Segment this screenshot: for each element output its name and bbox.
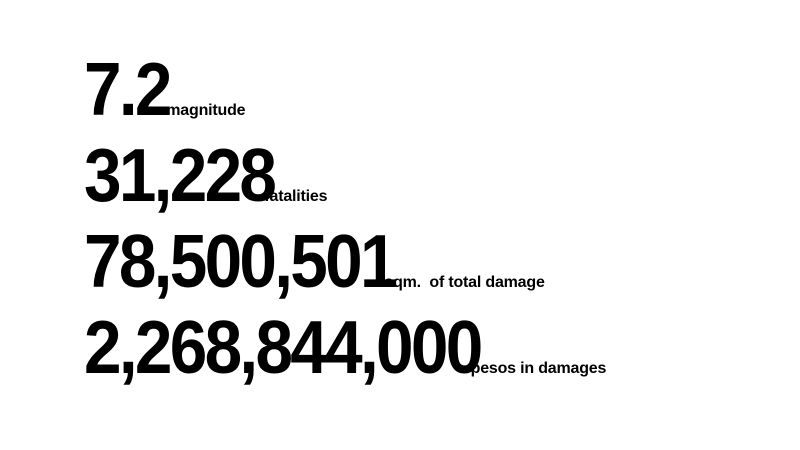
stat-value-magnitude: 7.2 xyxy=(84,47,172,131)
stat-label-pesos-damages: pesos in damages xyxy=(470,360,607,377)
stat-label-total-damage-area: sqm. of total damage xyxy=(384,274,545,291)
stat-value-total-damage-area: 78,500,501 xyxy=(84,219,398,303)
stat-row-magnitude: 7.2 magnitude xyxy=(84,52,784,138)
statistics-list: 7.2 magnitude 31,228 fatalities 78,500,5… xyxy=(84,52,784,396)
stat-value-pesos-damages: 2,268,844,000 xyxy=(84,305,483,389)
stat-value-fatalities: 31,228 xyxy=(84,133,277,217)
stat-row-pesos-damages: 2,268,844,000 pesos in damages xyxy=(84,310,784,396)
stat-label-magnitude: magnitude xyxy=(166,102,246,119)
stat-row-fatalities: 31,228 fatalities xyxy=(84,138,784,224)
stat-label-fatalities: fatalities xyxy=(264,188,328,205)
stat-row-total-damage-area: 78,500,501 sqm. of total damage xyxy=(84,224,784,310)
